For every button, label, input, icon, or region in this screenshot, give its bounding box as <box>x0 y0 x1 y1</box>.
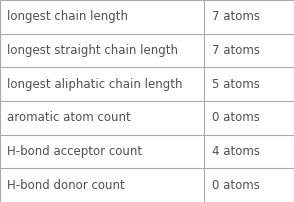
Text: longest aliphatic chain length: longest aliphatic chain length <box>7 78 183 91</box>
Text: 7 atoms: 7 atoms <box>212 44 260 57</box>
Text: longest chain length: longest chain length <box>7 10 128 23</box>
Text: 4 atoms: 4 atoms <box>212 145 260 158</box>
Text: H-bond acceptor count: H-bond acceptor count <box>7 145 143 158</box>
Text: 0 atoms: 0 atoms <box>212 179 260 192</box>
Text: H-bond donor count: H-bond donor count <box>7 179 125 192</box>
Text: 7 atoms: 7 atoms <box>212 10 260 23</box>
Text: 5 atoms: 5 atoms <box>212 78 260 91</box>
Text: aromatic atom count: aromatic atom count <box>7 111 131 124</box>
Text: longest straight chain length: longest straight chain length <box>7 44 178 57</box>
Text: 0 atoms: 0 atoms <box>212 111 260 124</box>
